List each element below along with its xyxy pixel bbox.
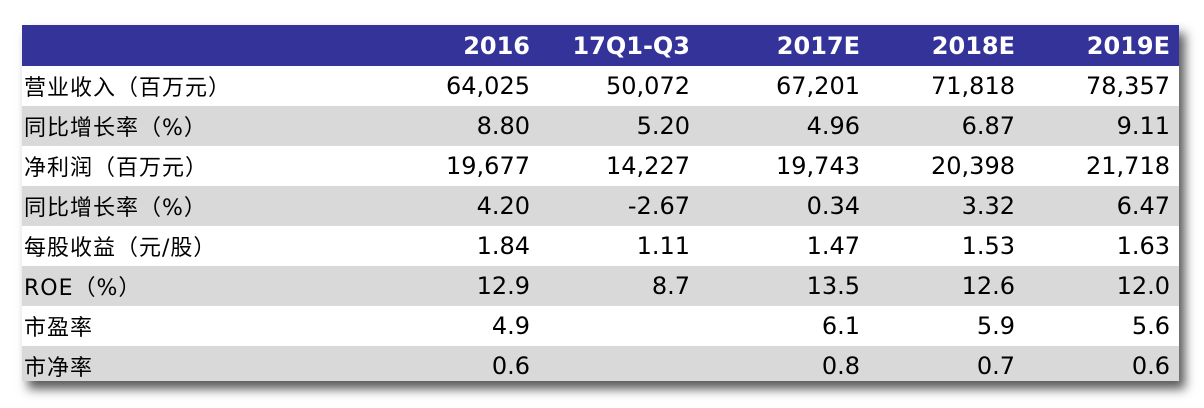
cell-value: 14,227 — [606, 152, 690, 180]
cell-value: 67,201 — [776, 72, 860, 100]
row-label: 营业收入（百万元） — [24, 76, 232, 101]
header-2018e: 2018E — [931, 31, 1015, 60]
row-label: 市盈率 — [24, 316, 94, 341]
header-2017e: 2017E — [776, 31, 860, 60]
cell-value: 0.7 — [976, 352, 1015, 380]
row-label: 同比增长率（%） — [24, 116, 207, 141]
cell-value: 5.6 — [1131, 312, 1170, 340]
row-label: 净利润（百万元） — [24, 156, 209, 181]
cell-value — [562, 306, 690, 346]
table-row-eps: 每股收益（元/股） 1.84 1.11 1.47 1.53 1.63 — [22, 226, 1179, 266]
cell-value: 0.34 — [806, 192, 860, 220]
row-label: 同比增长率（%） — [24, 196, 207, 221]
cell-value: 12.9 — [476, 272, 530, 300]
financial-forecast-table: 2016 17Q1-Q3 2017E 2018E 2019E 营业收入（百万元）… — [22, 25, 1179, 381]
cell-value: 3.32 — [961, 192, 1015, 220]
table-row-revenue: 营业收入（百万元） 64,025 50,072 67,201 71,818 78… — [22, 66, 1179, 106]
cell-value: 19,677 — [446, 152, 530, 180]
cell-value — [562, 346, 690, 381]
cell-value: 13.5 — [806, 272, 860, 300]
cell-value: 4.20 — [476, 192, 530, 220]
cell-value: 4.96 — [806, 112, 860, 140]
row-label: ROE（%） — [24, 276, 142, 301]
cell-value: 78,357 — [1086, 72, 1170, 100]
cell-value: 12.0 — [1116, 272, 1170, 300]
cell-value: 9.11 — [1116, 112, 1170, 140]
cell-value: -2.67 — [627, 192, 690, 220]
cell-value: 0.6 — [1131, 352, 1170, 380]
cell-value: 0.6 — [491, 352, 530, 380]
cell-value: 0.8 — [821, 352, 860, 380]
cell-value: 1.84 — [476, 232, 530, 260]
cell-value: 4.9 — [491, 312, 530, 340]
cell-value: 19,743 — [776, 152, 860, 180]
row-label: 每股收益（元/股） — [24, 236, 217, 261]
cell-value: 12.6 — [961, 272, 1015, 300]
cell-value: 8.7 — [651, 272, 690, 300]
cell-value: 5.20 — [636, 112, 690, 140]
row-label: 市净率 — [24, 356, 94, 381]
cell-value: 20,398 — [931, 152, 1015, 180]
cell-value: 8.80 — [476, 112, 530, 140]
cell-value: 6.47 — [1116, 192, 1170, 220]
cell-value: 1.53 — [961, 232, 1015, 260]
table-row-pb: 市净率 0.6 0.8 0.7 0.6 — [22, 346, 1179, 381]
table-row-net-profit: 净利润（百万元） 19,677 14,227 19,743 20,398 21,… — [22, 146, 1179, 186]
cell-value: 71,818 — [931, 72, 1015, 100]
table-row-profit-growth: 同比增长率（%） 4.20 -2.67 0.34 3.32 6.47 — [22, 186, 1179, 226]
cell-value: 6.87 — [961, 112, 1015, 140]
header-2019e: 2019E — [1086, 31, 1170, 60]
cell-value: 50,072 — [606, 72, 690, 100]
cell-value: 21,718 — [1086, 152, 1170, 180]
table-row-revenue-growth: 同比增长率（%） 8.80 5.20 4.96 6.87 9.11 — [22, 106, 1179, 146]
table-header-row: 2016 17Q1-Q3 2017E 2018E 2019E — [22, 25, 1179, 66]
cell-value: 6.1 — [821, 312, 860, 340]
header-2016: 2016 — [463, 31, 530, 60]
cell-value: 1.11 — [636, 232, 690, 260]
cell-value: 5.9 — [976, 312, 1015, 340]
table-row-roe: ROE（%） 12.9 8.7 13.5 12.6 12.0 — [22, 266, 1179, 306]
cell-value: 64,025 — [446, 72, 530, 100]
cell-value: 1.47 — [806, 232, 860, 260]
table-row-pe: 市盈率 4.9 6.1 5.9 5.6 — [22, 306, 1179, 346]
header-17q1-q3: 17Q1-Q3 — [572, 31, 690, 60]
cell-value: 1.63 — [1116, 232, 1170, 260]
